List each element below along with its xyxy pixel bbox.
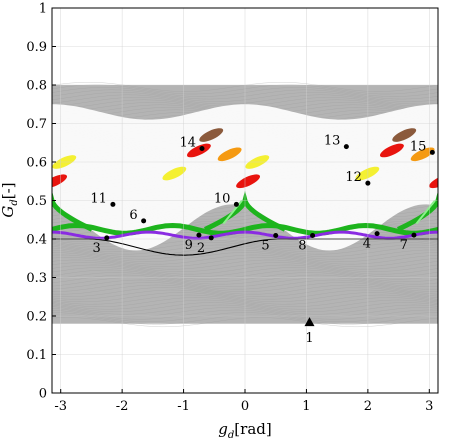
y-tick-label: 0.8 bbox=[26, 79, 47, 94]
point-label-15: 15 bbox=[410, 139, 427, 154]
x-axis-label: gd[rad] bbox=[218, 420, 271, 440]
island-lobe bbox=[379, 143, 404, 158]
point-label-12: 12 bbox=[345, 170, 362, 185]
point-marker-3 bbox=[104, 235, 110, 241]
x-tick-label: -1 bbox=[177, 399, 190, 414]
point-marker-6 bbox=[141, 218, 147, 224]
x-tick-label: 0 bbox=[241, 399, 249, 414]
island-lobe bbox=[355, 166, 380, 181]
point-marker-13 bbox=[343, 144, 349, 150]
point-label-1: 1 bbox=[305, 331, 313, 346]
point-marker-9 bbox=[196, 232, 202, 238]
point-marker-7 bbox=[411, 232, 417, 238]
point-marker-11 bbox=[110, 201, 116, 207]
x-tick-label: -2 bbox=[116, 399, 129, 414]
point-marker-12 bbox=[365, 180, 371, 186]
island-lobe bbox=[162, 166, 187, 181]
y-tick-label: 0.5 bbox=[26, 194, 47, 209]
y-axis-label: Gd[-] bbox=[0, 182, 20, 217]
point-label-4: 4 bbox=[363, 237, 371, 252]
y-tick-label: 0.9 bbox=[26, 40, 47, 55]
x-tick-label: 2 bbox=[364, 399, 372, 414]
x-axis-label-sub: d bbox=[228, 430, 234, 440]
island-lobe bbox=[199, 128, 224, 142]
y-axis-label-main: G bbox=[0, 206, 17, 218]
point-marker-8 bbox=[310, 233, 316, 239]
x-tick-label: 3 bbox=[425, 399, 433, 414]
point-label-7: 7 bbox=[400, 238, 408, 253]
point-label-10: 10 bbox=[214, 191, 231, 206]
green-cusp bbox=[52, 190, 93, 232]
x-axis-label-unit: [rad] bbox=[234, 420, 271, 438]
point-label-14: 14 bbox=[179, 136, 196, 151]
island-lobe bbox=[410, 147, 435, 162]
x-tick-label: -3 bbox=[54, 399, 67, 414]
point-label-11: 11 bbox=[90, 191, 107, 206]
y-tick-label: 0.2 bbox=[26, 310, 47, 325]
point-marker-10 bbox=[233, 201, 239, 207]
point-marker-4 bbox=[374, 231, 380, 237]
axis-ticks: -3 -2 -1 0 1 2 300.10.20.30.40.50.60.70.80.91 bbox=[26, 2, 433, 415]
y-tick-label: 0.6 bbox=[26, 156, 47, 171]
point-label-6: 6 bbox=[129, 208, 137, 223]
point-marker-1 bbox=[304, 317, 315, 327]
y-tick-label: 0 bbox=[39, 387, 47, 402]
island-lobe bbox=[236, 174, 261, 189]
y-tick-label: 0.1 bbox=[26, 348, 47, 363]
island-lobe bbox=[429, 174, 438, 189]
point-label-9: 9 bbox=[185, 238, 193, 253]
point-marker-5 bbox=[273, 233, 279, 239]
y-tick-label: 1 bbox=[39, 2, 47, 17]
x-tick-label: 1 bbox=[302, 399, 310, 414]
x-axis-label-main: g bbox=[218, 420, 228, 438]
green-cusp bbox=[397, 190, 438, 232]
point-marker-14 bbox=[199, 146, 205, 152]
light-green-strand bbox=[415, 199, 436, 225]
island-lobe bbox=[217, 147, 242, 162]
island-lobe bbox=[52, 174, 68, 189]
y-tick-label: 0.7 bbox=[26, 117, 47, 132]
point-marker-2 bbox=[208, 235, 214, 241]
island-lobe bbox=[392, 128, 417, 142]
point-label-3: 3 bbox=[92, 241, 100, 256]
y-axis-label-sub: d bbox=[9, 199, 20, 205]
island-lobe bbox=[0, 141, 20, 160]
point-marker-15 bbox=[429, 149, 435, 155]
y-tick-label: 0.4 bbox=[26, 233, 47, 248]
y-axis-label-unit: [-] bbox=[0, 182, 17, 199]
y-tick-label: 0.3 bbox=[26, 271, 47, 286]
point-label-8: 8 bbox=[298, 239, 306, 254]
point-label-2: 2 bbox=[197, 241, 205, 256]
island-lobe bbox=[186, 143, 211, 158]
point-label-13: 13 bbox=[324, 134, 341, 149]
point-label-5: 5 bbox=[261, 239, 269, 254]
